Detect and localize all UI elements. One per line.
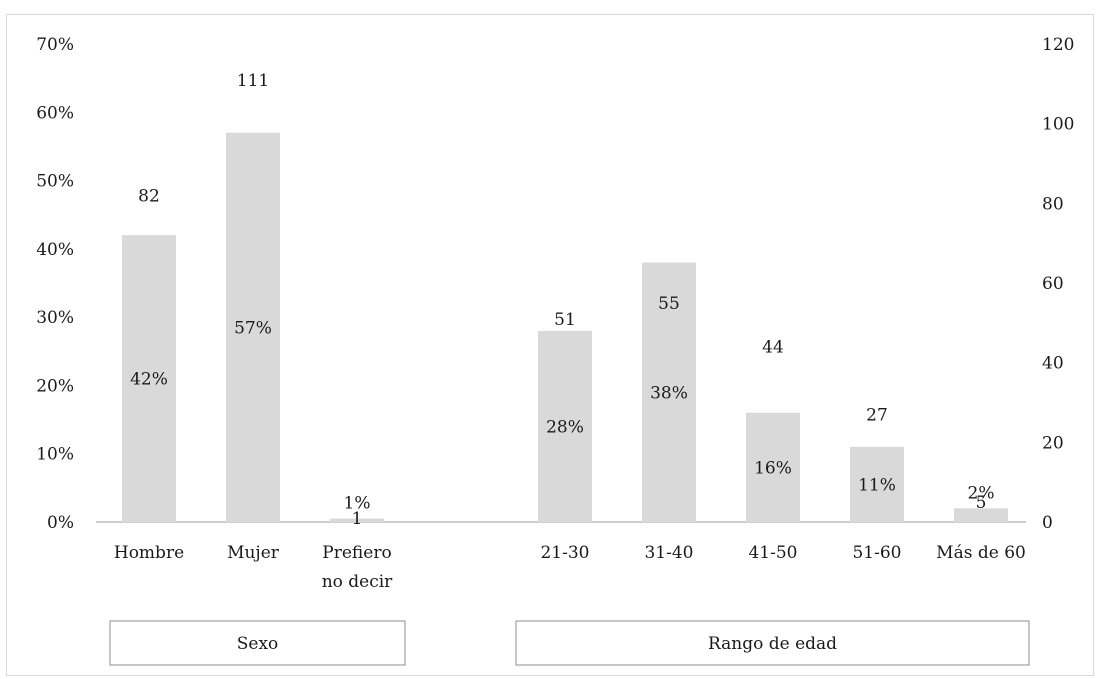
x-tick-label: no decir (322, 572, 393, 592)
bar-percent-label: 42% (130, 370, 168, 390)
y-right-tick-label: 60 (1042, 274, 1064, 294)
bar-percent-label: 1% (344, 494, 371, 514)
x-tick-label: 41-50 (748, 543, 797, 563)
bar (642, 262, 696, 522)
y-left-tick-label: 60% (36, 103, 74, 123)
x-tick-label: 31-40 (644, 543, 693, 563)
group-box (109, 620, 406, 666)
bar-percent-label: 57% (234, 318, 272, 338)
bar-count-label: 82 (138, 186, 160, 206)
x-tick-label: 51-60 (852, 543, 901, 563)
y-right-tick-label: 0 (1042, 513, 1053, 533)
y-right-tick-label: 20 (1042, 433, 1064, 453)
group-label: Sexo (237, 634, 279, 654)
bar (226, 132, 280, 522)
y-left-tick-label: 20% (36, 376, 74, 396)
y-left-tick-label: 40% (36, 240, 74, 260)
bar (538, 330, 592, 522)
bar-count-label: 5 (976, 493, 987, 513)
y-left-tick-label: 30% (36, 308, 74, 328)
y-right-tick-label: 40 (1042, 354, 1064, 374)
bar-count-label: 55 (658, 294, 680, 314)
bar (122, 235, 176, 522)
x-tick-label: Mujer (227, 543, 280, 563)
bar-percent-label: 38% (650, 383, 688, 403)
y-left-tick-label: 10% (36, 445, 74, 465)
group-box (515, 620, 1030, 666)
chart-frame (6, 14, 1094, 676)
bar-count-label: 1 (352, 509, 363, 529)
bar-percent-label: 2% (968, 483, 995, 503)
bar-count-label: 111 (237, 71, 269, 91)
y-right-tick-label: 80 (1042, 194, 1064, 214)
y-left-tick-label: 50% (36, 172, 74, 192)
y-right-tick-label: 100 (1042, 115, 1074, 135)
bar-count-label: 44 (762, 338, 784, 358)
group-label: Rango de edad (708, 634, 837, 654)
bar-count-label: 51 (554, 310, 576, 330)
bar (746, 412, 800, 522)
bar (954, 508, 1008, 522)
x-tick-label: Prefiero (322, 543, 391, 563)
y-left-tick-label: 0% (47, 513, 74, 533)
x-tick-label: Más de 60 (936, 543, 1026, 563)
bar-percent-label: 11% (858, 475, 896, 495)
bar-count-label: 27 (866, 405, 888, 425)
x-tick-label: 21-30 (540, 543, 589, 563)
x-tick-label: Hombre (114, 543, 184, 563)
bar-percent-label: 16% (754, 458, 792, 478)
bar-percent-label: 28% (546, 417, 584, 437)
y-right-tick-label: 120 (1042, 35, 1074, 55)
bar (330, 518, 384, 522)
bar (850, 446, 904, 522)
y-left-tick-label: 70% (36, 35, 74, 55)
